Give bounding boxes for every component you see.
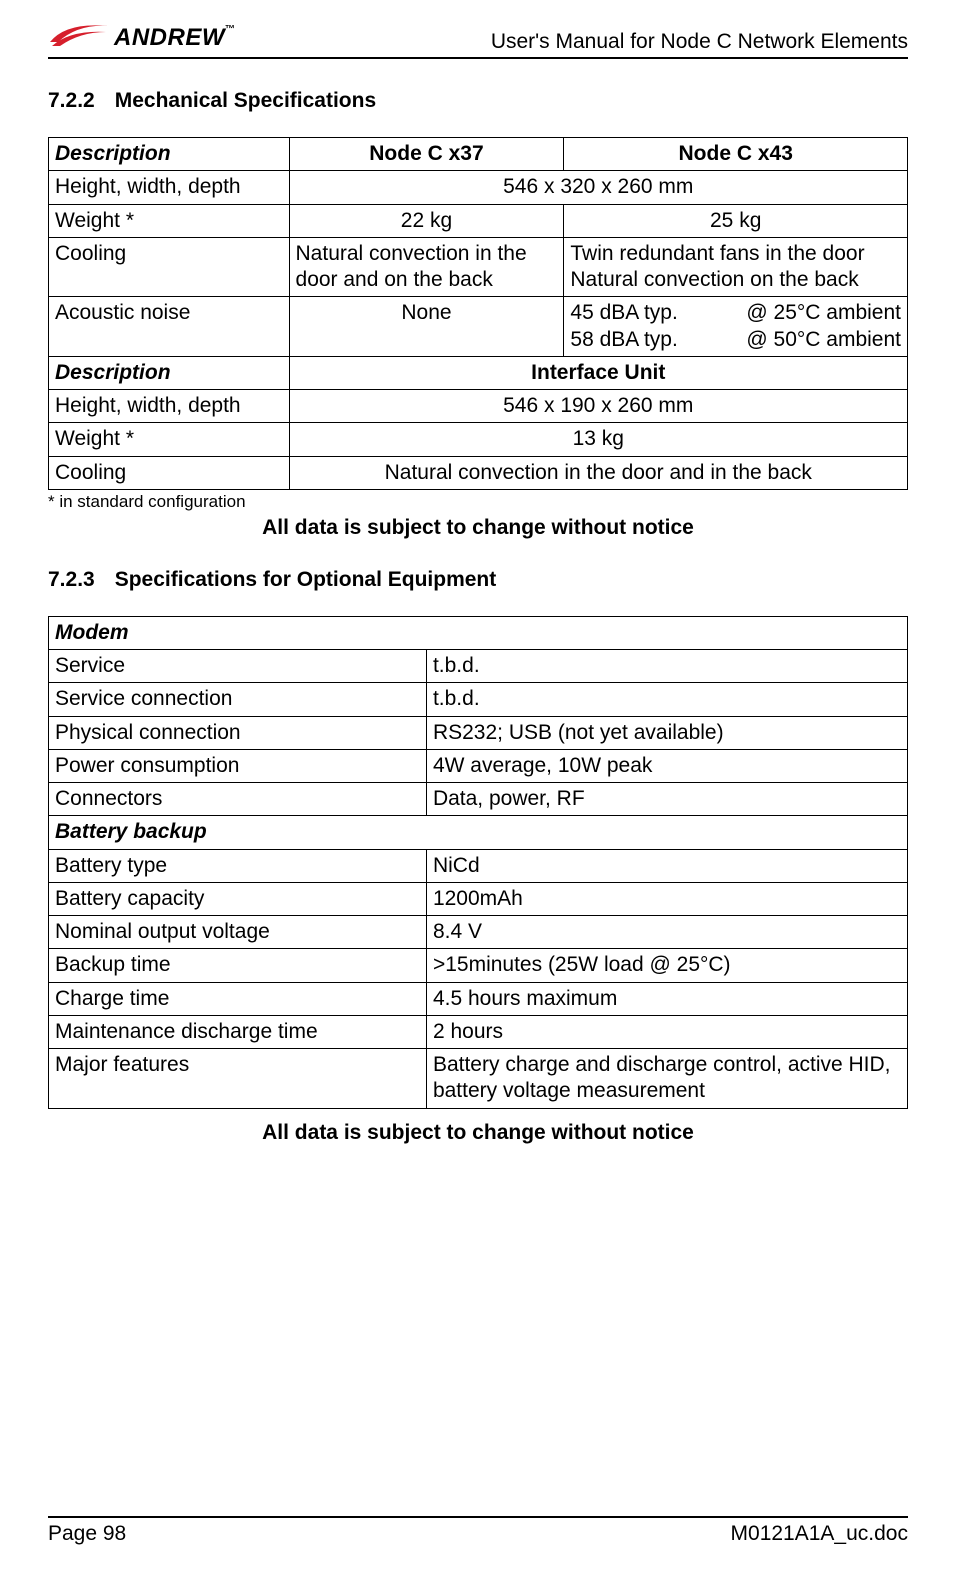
table-row: Connectors Data, power, RF <box>49 783 908 816</box>
cell-label: Connectors <box>49 783 427 816</box>
cell-label: Height, width, depth <box>49 171 290 204</box>
doc-filename: M0121A1A_uc.doc <box>731 1522 908 1546</box>
table-row: Height, width, depth 546 x 320 x 260 mm <box>49 171 908 204</box>
acoustic-val: 45 dBA typ. <box>570 300 677 326</box>
table-row: Service t.b.d. <box>49 650 908 683</box>
section-heading-optional: 7.2.3 Specifications for Optional Equipme… <box>48 568 908 592</box>
cell-value: >15minutes (25W load @ 25°C) <box>426 949 907 982</box>
cell-label: Acoustic noise <box>49 297 290 357</box>
cell-value: 546 x 190 x 260 mm <box>289 390 907 423</box>
section-title: Specifications for Optional Equipment <box>115 568 497 591</box>
table-mechanical-spec: Description Node C x37 Node C x43 Height… <box>48 137 908 490</box>
cell-label: Maintenance discharge time <box>49 1015 427 1048</box>
cell-value-acoustic: 45 dBA typ. @ 25°C ambient 58 dBA typ. @… <box>564 297 908 357</box>
acoustic-cond: @ 50°C ambient <box>746 327 901 353</box>
cell-label: Physical connection <box>49 716 427 749</box>
table-row: Physical connection RS232; USB (not yet … <box>49 716 908 749</box>
cell-label: Weight * <box>49 423 290 456</box>
group-header-modem: Modem <box>49 616 908 649</box>
table-row: Power consumption 4W average, 10W peak <box>49 749 908 782</box>
cell-value: 2 hours <box>426 1015 907 1048</box>
table-row: Battery type NiCd <box>49 849 908 882</box>
cell-value: t.b.d. <box>426 650 907 683</box>
col-header-interface: Interface Unit <box>289 356 907 389</box>
col-header-x37: Node C x37 <box>289 138 564 171</box>
cell-value: 25 kg <box>564 204 908 237</box>
table-row: Acoustic noise None 45 dBA typ. @ 25°C a… <box>49 297 908 357</box>
table-row: Weight * 22 kg 25 kg <box>49 204 908 237</box>
cell-label: Cooling <box>49 237 290 297</box>
cell-label: Service <box>49 650 427 683</box>
logo-text: ANDREW™ <box>114 24 235 52</box>
table-row: Battery capacity 1200mAh <box>49 882 908 915</box>
table-row: Major features Battery charge and discha… <box>49 1049 908 1109</box>
col-header-x43: Node C x43 <box>564 138 908 171</box>
table-row: Height, width, depth 546 x 190 x 260 mm <box>49 390 908 423</box>
cell-value: 1200mAh <box>426 882 907 915</box>
cell-label: Battery capacity <box>49 882 427 915</box>
section-heading-mechanical: 7.2.2 Mechanical Specifications <box>48 89 908 113</box>
cell-value: 13 kg <box>289 423 907 456</box>
table-row: Nominal output voltage 8.4 V <box>49 916 908 949</box>
cell-value: t.b.d. <box>426 683 907 716</box>
page-number: Page 98 <box>48 1522 126 1546</box>
brand-logo: ANDREW™ <box>48 20 235 55</box>
cell-value: 22 kg <box>289 204 564 237</box>
section-number: 7.2.2 <box>48 89 95 113</box>
cell-label: Nominal output voltage <box>49 916 427 949</box>
cell-label: Major features <box>49 1049 427 1109</box>
cell-label: Battery type <box>49 849 427 882</box>
table-row: Modem <box>49 616 908 649</box>
cell-value: Battery charge and discharge control, ac… <box>426 1049 907 1109</box>
document-title: User's Manual for Node C Network Element… <box>491 20 908 54</box>
cell-value: None <box>289 297 564 357</box>
table-row: Weight * 13 kg <box>49 423 908 456</box>
col-header-description: Description <box>49 138 290 171</box>
table-row: Description Node C x37 Node C x43 <box>49 138 908 171</box>
cell-value: 546 x 320 x 260 mm <box>289 171 907 204</box>
cell-value: RS232; USB (not yet available) <box>426 716 907 749</box>
table-row: Charge time 4.5 hours maximum <box>49 982 908 1015</box>
table-row: Backup time >15minutes (25W load @ 25°C) <box>49 949 908 982</box>
cell-label: Height, width, depth <box>49 390 290 423</box>
page: ANDREW™ User's Manual for Node C Network… <box>0 0 956 1574</box>
logo-swoosh-icon <box>48 20 110 55</box>
footnote-standard-config: * in standard configuration <box>48 492 908 512</box>
table-row: Cooling Natural convection in the door a… <box>49 237 908 297</box>
logo-trademark: ™ <box>225 24 235 35</box>
table-row: Description Interface Unit <box>49 356 908 389</box>
cell-value: Data, power, RF <box>426 783 907 816</box>
table-row: Service connection t.b.d. <box>49 683 908 716</box>
cell-value: 4.5 hours maximum <box>426 982 907 1015</box>
section-number: 7.2.3 <box>48 568 95 592</box>
cell-label: Weight * <box>49 204 290 237</box>
logo-name: ANDREW <box>114 24 225 51</box>
cell-label: Cooling <box>49 456 290 489</box>
acoustic-val: 58 dBA typ. <box>570 327 677 353</box>
cell-value: NiCd <box>426 849 907 882</box>
cell-value: Natural convection in the door and on th… <box>289 237 564 297</box>
table-row: Maintenance discharge time 2 hours <box>49 1015 908 1048</box>
cell-label: Charge time <box>49 982 427 1015</box>
header-divider <box>48 57 908 59</box>
change-notice: All data is subject to change without no… <box>48 516 908 540</box>
page-footer: Page 98 M0121A1A_uc.doc <box>48 1516 908 1546</box>
cell-label: Power consumption <box>49 749 427 782</box>
footer-divider <box>48 1516 908 1518</box>
change-notice: All data is subject to change without no… <box>48 1121 908 1145</box>
cell-value: 4W average, 10W peak <box>426 749 907 782</box>
cell-label: Backup time <box>49 949 427 982</box>
col-header-description: Description <box>49 356 290 389</box>
page-header: ANDREW™ User's Manual for Node C Network… <box>48 20 908 55</box>
section-title: Mechanical Specifications <box>115 89 376 112</box>
cell-value: 8.4 V <box>426 916 907 949</box>
table-row: Battery backup <box>49 816 908 849</box>
cell-value: Twin redundant fans in the door Natural … <box>564 237 908 297</box>
table-optional-equipment: Modem Service t.b.d. Service connection … <box>48 616 908 1109</box>
table-row: Cooling Natural convection in the door a… <box>49 456 908 489</box>
acoustic-cond: @ 25°C ambient <box>746 300 901 326</box>
group-header-battery: Battery backup <box>49 816 908 849</box>
cell-label: Service connection <box>49 683 427 716</box>
cell-value: Natural convection in the door and in th… <box>289 456 907 489</box>
